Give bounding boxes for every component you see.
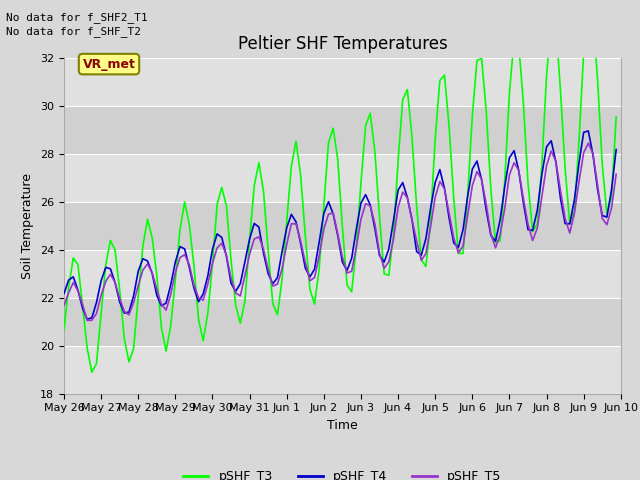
pSHF_T3 — [612, 114, 620, 120]
pSHF_T4 — [612, 147, 620, 153]
Bar — [64, 106, 621, 154]
pSHF_T4 — [181, 246, 189, 252]
pSHF_T4 — [213, 231, 221, 237]
Text: No data for f_SHF2_T1: No data for f_SHF2_T1 — [6, 12, 148, 23]
Title: Peltier SHF Temperatures: Peltier SHF Temperatures — [237, 35, 447, 53]
Bar — [64, 154, 621, 202]
Bar — [64, 346, 621, 394]
pSHF_T4 — [60, 291, 68, 297]
Bar — [64, 250, 621, 298]
Text: VR_met: VR_met — [83, 58, 136, 71]
pSHF_T4 — [445, 215, 453, 221]
Bar — [64, 298, 621, 346]
Text: No data for f_SHF_T2: No data for f_SHF_T2 — [6, 26, 141, 37]
pSHF_T3 — [371, 149, 379, 155]
Line: pSHF_T3: pSHF_T3 — [64, 0, 616, 372]
pSHF_T3 — [60, 326, 68, 332]
pSHF_T5 — [584, 140, 592, 146]
Legend: pSHF_T3, pSHF_T4, pSHF_T5: pSHF_T3, pSHF_T4, pSHF_T5 — [179, 465, 506, 480]
pSHF_T3 — [603, 211, 611, 216]
pSHF_T5 — [612, 171, 620, 177]
pSHF_T5 — [371, 221, 379, 227]
X-axis label: Time: Time — [327, 419, 358, 432]
pSHF_T4 — [371, 226, 379, 231]
pSHF_T3 — [584, 0, 592, 3]
pSHF_T5 — [60, 302, 68, 308]
pSHF_T4 — [501, 183, 509, 189]
pSHF_T4 — [603, 214, 611, 220]
Y-axis label: Soil Temperature: Soil Temperature — [22, 173, 35, 278]
pSHF_T5 — [445, 210, 453, 216]
pSHF_T4 — [584, 128, 592, 134]
pSHF_T5 — [213, 245, 221, 251]
pSHF_T3 — [181, 199, 189, 205]
Bar — [64, 58, 621, 106]
pSHF_T4 — [83, 316, 91, 322]
pSHF_T5 — [181, 252, 189, 258]
pSHF_T3 — [213, 202, 221, 207]
pSHF_T3 — [445, 124, 453, 130]
Bar — [64, 202, 621, 250]
pSHF_T5 — [603, 222, 611, 228]
pSHF_T3 — [501, 177, 509, 182]
pSHF_T5 — [501, 205, 509, 211]
Line: pSHF_T4: pSHF_T4 — [64, 131, 616, 319]
Line: pSHF_T5: pSHF_T5 — [64, 143, 616, 321]
pSHF_T5 — [83, 318, 91, 324]
pSHF_T3 — [88, 370, 95, 375]
